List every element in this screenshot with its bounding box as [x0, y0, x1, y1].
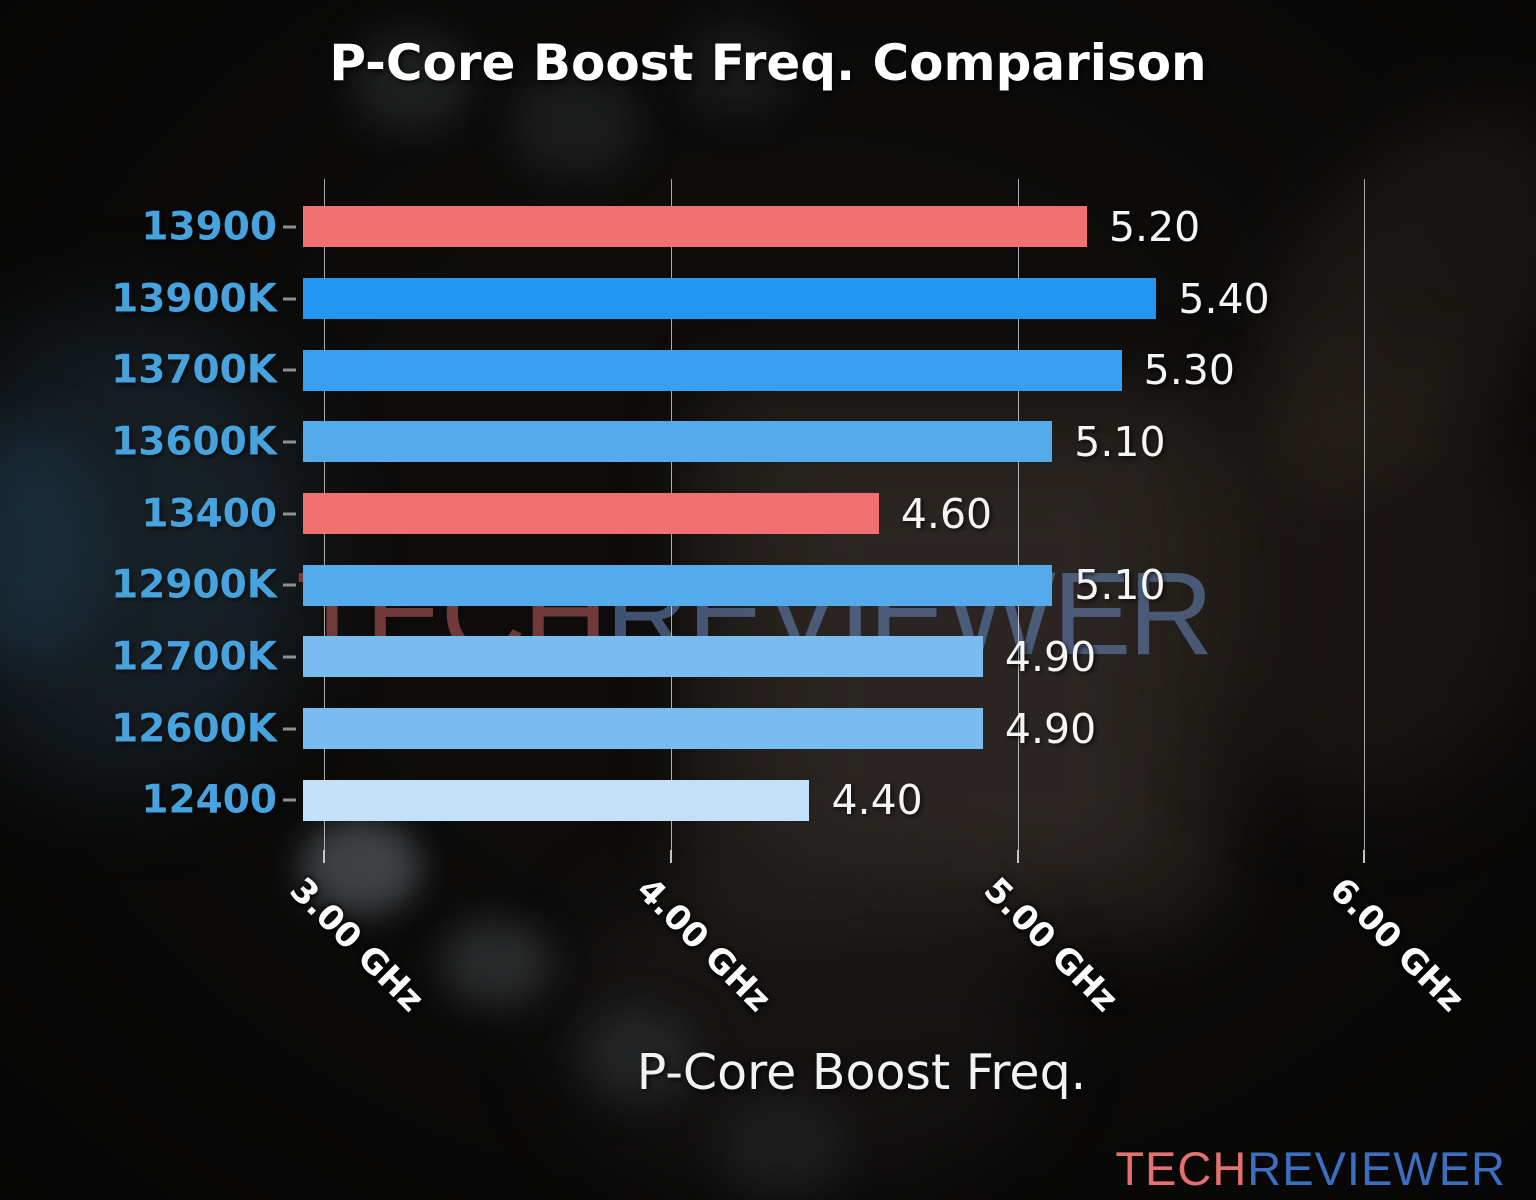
- value-label: 5.20: [1108, 202, 1201, 251]
- value-label: 5.30: [1143, 346, 1235, 395]
- bar: [303, 206, 1087, 248]
- category-label: 13900: [141, 204, 277, 250]
- category-label: 12900K: [111, 562, 277, 608]
- category-label: 13600K: [111, 419, 277, 465]
- bar: [303, 278, 1157, 319]
- x-axis-label: P-Core Boost Freq.: [636, 1044, 1087, 1101]
- x-tick-mark: [1016, 850, 1019, 863]
- category-label: 13400: [141, 491, 277, 537]
- gridline: [1017, 179, 1019, 850]
- y-tick-mark: [283, 512, 296, 516]
- bar: [303, 421, 1053, 463]
- chart-row: 13600K 5.10: [111, 406, 1420, 478]
- y-tick-mark: [283, 440, 296, 444]
- rows-layer: 13900 5.20 13900K 5.40 13700K 5.30 13600K 5.10 1…: [111, 191, 1420, 836]
- x-tick-mark: [669, 850, 672, 863]
- bar: [303, 493, 879, 535]
- bar: [303, 349, 1122, 391]
- y-tick-mark: [283, 655, 296, 659]
- logo-reviewer: REVIEWER: [1247, 1142, 1506, 1195]
- chart-row: 12400 4.40: [141, 764, 1420, 836]
- y-tick-mark: [283, 297, 296, 300]
- category-label: 12400: [141, 777, 277, 823]
- value-label: 4.90: [1004, 632, 1097, 681]
- y-tick-mark: [283, 583, 296, 587]
- x-tick-mark: [322, 850, 325, 863]
- bar: [303, 708, 983, 750]
- value-label: 4.40: [831, 776, 923, 825]
- bar: [303, 636, 983, 678]
- value-label: 5.40: [1178, 274, 1270, 323]
- category-label: 12700K: [111, 634, 277, 680]
- chart-row: 12700K 4.90: [111, 621, 1420, 693]
- value-label: 4.90: [1004, 704, 1097, 753]
- chart-row: 13900 5.20: [141, 191, 1420, 263]
- logo: TECHREVIEWER: [1115, 1141, 1506, 1196]
- chart-row: 13700K 5.30: [111, 334, 1420, 406]
- x-tick-mark: [1363, 850, 1366, 863]
- plot-area: 3.00 GHz 4.00 GHz 5.00 GHz 6.00 GHz 13900 5.…: [111, 179, 1472, 1020]
- chart-row: 13900K 5.40: [111, 263, 1420, 335]
- y-tick-mark: [283, 727, 296, 731]
- logo-tech: TECH: [1115, 1142, 1248, 1195]
- bar: [303, 564, 1053, 606]
- category-label: 13700K: [111, 347, 277, 393]
- y-tick-mark: [283, 225, 296, 229]
- chart-row: 12600K 4.90: [111, 693, 1420, 765]
- chart-row: 12900K 5.10: [111, 549, 1420, 621]
- value-label: 5.10: [1074, 561, 1166, 610]
- bar: [303, 779, 810, 821]
- chart-title: P-Core Boost Freq. Comparison: [329, 34, 1207, 92]
- value-label: 5.10: [1074, 417, 1166, 466]
- category-label: 12600K: [111, 706, 277, 752]
- y-tick-mark: [283, 798, 296, 802]
- chart-row: 13400 4.60: [141, 478, 1420, 550]
- value-label: 4.60: [900, 489, 993, 538]
- y-tick-mark: [283, 368, 296, 372]
- category-label: 13900K: [111, 276, 277, 321]
- gridline: [1364, 179, 1366, 850]
